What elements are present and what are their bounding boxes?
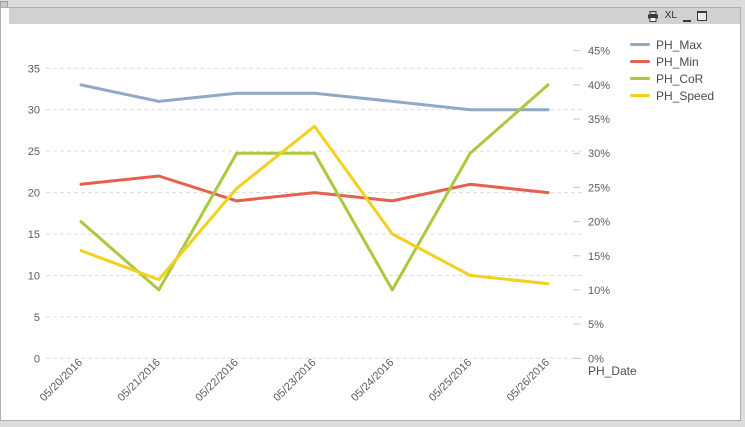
legend-swatch-ph-max bbox=[630, 43, 650, 46]
maximize-icon bbox=[697, 11, 707, 21]
right-axis-tick-label: 25% bbox=[588, 182, 610, 194]
series-line-ph-speed[interactable] bbox=[79, 124, 550, 286]
legend-item-ph-cor: PH_CoR bbox=[630, 70, 714, 87]
print-icon bbox=[647, 10, 658, 22]
legend-swatch-ph-cor bbox=[630, 77, 650, 80]
legend-label: PH_CoR bbox=[656, 71, 704, 86]
chart-legend: PH_Max PH_Min PH_CoR PH_Speed bbox=[630, 36, 714, 104]
right-axis-tick-label: 0% bbox=[588, 353, 604, 365]
right-axis-tick-label: 10% bbox=[588, 285, 610, 297]
chart-window: 0 5 10 15 20 25 30 35 0% 5% 10% 15% 20% 25% 30% 35% 40% 4… bbox=[0, 7, 741, 421]
left-axis-tick-label: 5 bbox=[34, 312, 40, 324]
right-axis-tick-label: 5% bbox=[588, 319, 604, 331]
x-axis-tick-label: 05/23/2016 bbox=[271, 357, 318, 404]
right-axis-tick-label: 30% bbox=[588, 148, 610, 160]
left-axis-tick-label: 30 bbox=[28, 105, 40, 117]
legend-item-ph-max: PH_Max bbox=[630, 36, 714, 53]
legend-item-ph-min: PH_Min bbox=[630, 53, 714, 70]
left-axis-tick-label: 10 bbox=[28, 270, 40, 282]
print-button[interactable] bbox=[647, 10, 659, 22]
left-axis-tick-label: 35 bbox=[28, 63, 40, 75]
right-axis-tick-label: 15% bbox=[588, 251, 610, 263]
legend-label: PH_Min bbox=[656, 54, 699, 69]
right-axis-tick-label: 45% bbox=[588, 46, 610, 58]
legend-swatch-ph-min bbox=[630, 60, 650, 63]
legend-item-ph-speed: PH_Speed bbox=[630, 87, 714, 104]
x-axis-tick-label: 05/25/2016 bbox=[427, 357, 474, 404]
minimize-icon bbox=[683, 11, 691, 22]
left-axis-tick-label: 25 bbox=[28, 146, 40, 158]
excel-export-button[interactable]: XL bbox=[664, 10, 677, 21]
x-axis-tick-label: 05/24/2016 bbox=[349, 357, 396, 404]
left-axis-tick-label: 20 bbox=[28, 188, 40, 200]
left-axis-tick-label: 0 bbox=[34, 353, 40, 365]
legend-label: PH_Speed bbox=[656, 88, 715, 103]
x-axis-tick-label: 05/26/2016 bbox=[505, 357, 552, 404]
right-axis-tick-label: 35% bbox=[588, 114, 610, 126]
series-line-ph-min[interactable] bbox=[79, 174, 550, 203]
series-line-ph-cor[interactable] bbox=[79, 83, 550, 292]
legend-swatch-ph-speed bbox=[630, 94, 650, 97]
right-axis-tick-label: 20% bbox=[588, 217, 610, 229]
right-axis-tick-label: 40% bbox=[588, 80, 610, 92]
line-chart: 0 5 10 15 20 25 30 35 0% 5% 10% 15% 20% 25% 30% 35% 40% 4… bbox=[28, 46, 637, 404]
x-axis-tick-label: 05/20/2016 bbox=[38, 357, 85, 404]
left-axis-tick-label: 15 bbox=[28, 229, 40, 241]
legend-label: PH_Max bbox=[656, 37, 703, 52]
chart-caption-bar[interactable]: XL bbox=[9, 8, 740, 24]
series-line-ph-max[interactable] bbox=[79, 83, 550, 112]
minimize-button[interactable] bbox=[683, 10, 691, 22]
x-axis-title: PH_Date bbox=[588, 364, 637, 378]
maximize-button[interactable] bbox=[697, 10, 707, 22]
x-axis-tick-label: 05/22/2016 bbox=[193, 357, 240, 404]
x-axis-tick-label: 05/21/2016 bbox=[116, 357, 163, 404]
